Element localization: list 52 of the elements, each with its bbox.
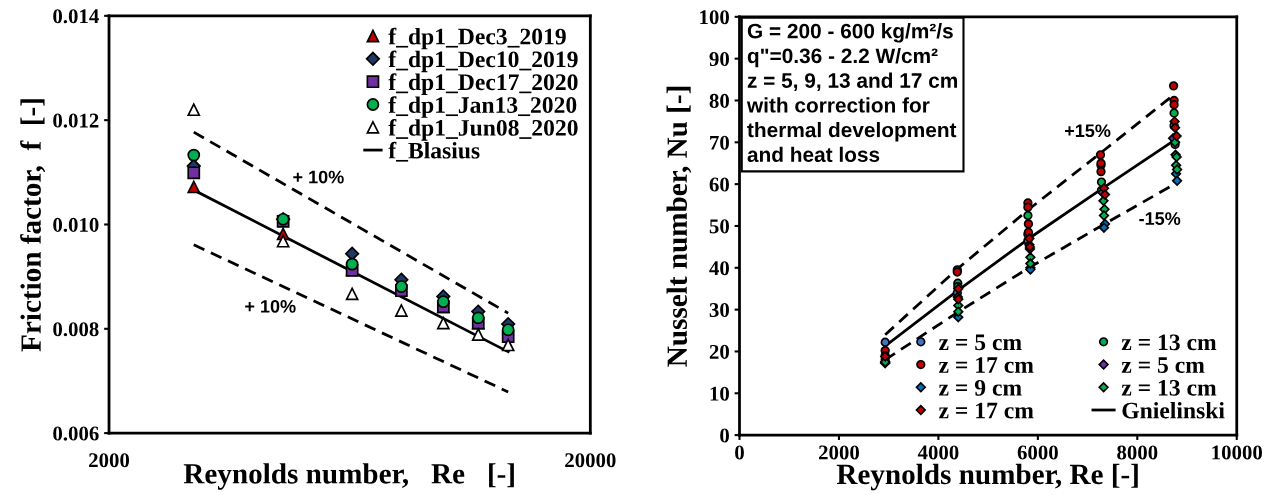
annotation: q"=0.36 - 2.2 W/cm² [747,47,938,68]
legend-label: z = 5 cm [938,334,1022,351]
y-tick-label: 30 [709,303,729,318]
x-tick-label: 2000 [89,453,130,468]
legend-label: f_dp1_Dec10_2019 [388,50,578,73]
y-tick-label: 90 [709,52,729,67]
y-tick-label: 0 [720,428,729,443]
annotation: G = 200 - 600 kg/m²/s [747,23,953,43]
x-tick-label: 20000 [565,453,616,468]
legend-label: f_dp1_Jan13_2020 [388,96,577,118]
y-tick-label: 80 [709,93,729,108]
y-tick-label: 100 [700,10,729,25]
y-axis-title: Nusselt number, Nu [-] [666,86,692,367]
legend-label: z = 13 cm [1121,379,1217,396]
legend-label: z = 5 cm [1121,357,1205,374]
legend-label: f_dp1_Dec3_2019 [388,27,566,50]
y-tick-label: 0.010 [53,217,99,233]
y-tick-label: 0.008 [53,322,99,337]
x-tick-label: 0 [735,445,744,460]
x-tick-label: 6000 [1017,445,1058,460]
legend-label: z = 17 cm [938,402,1034,419]
y-tick-label: 20 [709,344,729,359]
annotation: -15% [1139,212,1181,225]
x-tick-label: 4000 [917,445,959,460]
annotation: +15% [1064,124,1111,138]
annotation: and heat loss [747,146,880,163]
y-tick-label: 50 [709,219,729,234]
y-tick-label: 0.014 [53,9,99,24]
x-tick-label: 2000 [818,445,859,460]
legend-label: f_dp1_Jun08_2020 [388,118,578,141]
y-tick-label: 70 [710,135,729,150]
legend-label: z = 13 cm [1121,334,1217,351]
annotation: thermal development [747,122,957,142]
annotation: + 10% [293,170,344,184]
y-tick-label: 60 [709,177,729,192]
y-tick-label: 0.006 [53,426,99,441]
annotation: with correction for [746,97,930,113]
y-tick-label: 10 [710,386,729,401]
x-axis-title: Reynolds number, Re [-] [836,463,1138,491]
y-tick-label: 40 [709,261,729,276]
y-axis-title: Friction factor, f [-] [20,99,46,352]
x-axis-title: Reynolds number, Re [-] [183,463,514,490]
x-tick-label: 8000 [1117,445,1158,460]
legend-label: f_dp1_Dec17_2020 [388,73,578,95]
annotation: z = 5, 9, 13 and 17 cm [747,72,958,91]
legend-label: Gnielinski [1122,401,1225,419]
legend-label: f_Blasius [388,141,480,162]
annotation: + 10% [245,300,296,313]
x-tick-label: 10000 [1212,445,1262,460]
legend-label: z = 9 cm [938,379,1022,396]
y-tick-label: 0.012 [53,113,99,128]
legend-label: z = 17 cm [938,357,1034,374]
